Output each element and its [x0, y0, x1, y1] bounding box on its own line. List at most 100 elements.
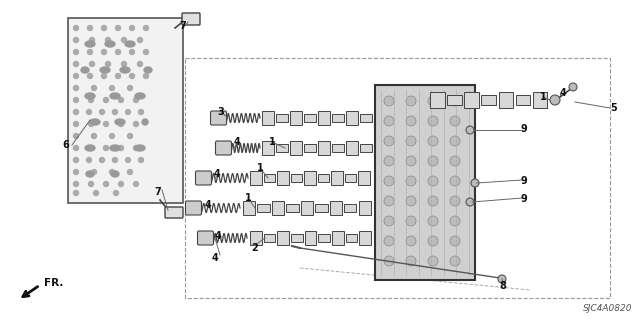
- FancyBboxPatch shape: [216, 141, 232, 155]
- Bar: [276, 144, 288, 152]
- Bar: [330, 201, 342, 215]
- Circle shape: [134, 145, 138, 151]
- Circle shape: [125, 109, 131, 115]
- Text: FR.: FR.: [44, 278, 63, 288]
- Circle shape: [428, 176, 438, 186]
- Circle shape: [406, 96, 416, 106]
- Bar: [318, 111, 330, 125]
- Circle shape: [74, 98, 79, 102]
- Text: 4: 4: [559, 88, 566, 98]
- Bar: [250, 171, 262, 185]
- Circle shape: [450, 256, 460, 266]
- Text: 2: 2: [252, 243, 259, 253]
- Circle shape: [74, 62, 79, 66]
- Ellipse shape: [86, 171, 94, 177]
- Bar: [447, 95, 461, 105]
- Circle shape: [384, 156, 394, 166]
- Ellipse shape: [135, 93, 145, 99]
- Circle shape: [406, 176, 416, 186]
- Bar: [318, 174, 330, 182]
- Circle shape: [109, 133, 115, 138]
- Circle shape: [86, 158, 92, 162]
- Bar: [291, 234, 303, 242]
- Text: 6: 6: [63, 140, 69, 150]
- Text: 1: 1: [269, 137, 275, 147]
- Circle shape: [134, 122, 138, 127]
- Circle shape: [428, 196, 438, 206]
- Circle shape: [104, 122, 109, 127]
- Circle shape: [406, 216, 416, 226]
- Bar: [290, 141, 302, 155]
- Ellipse shape: [135, 145, 145, 151]
- Text: 5: 5: [611, 103, 618, 113]
- Circle shape: [406, 236, 416, 246]
- Circle shape: [127, 169, 132, 174]
- Circle shape: [93, 190, 99, 196]
- FancyBboxPatch shape: [195, 171, 211, 185]
- Circle shape: [428, 96, 438, 106]
- FancyBboxPatch shape: [182, 13, 200, 25]
- Circle shape: [106, 38, 111, 42]
- Bar: [360, 144, 372, 152]
- Circle shape: [138, 158, 143, 162]
- Ellipse shape: [90, 119, 100, 125]
- Circle shape: [92, 169, 97, 174]
- Ellipse shape: [144, 67, 152, 73]
- Bar: [305, 231, 316, 245]
- Circle shape: [134, 98, 138, 102]
- Bar: [277, 171, 289, 185]
- Circle shape: [428, 236, 438, 246]
- Circle shape: [102, 26, 106, 31]
- Ellipse shape: [85, 93, 95, 99]
- Circle shape: [74, 145, 79, 151]
- Circle shape: [118, 145, 124, 151]
- Circle shape: [428, 216, 438, 226]
- Circle shape: [74, 122, 79, 127]
- Circle shape: [88, 98, 93, 102]
- Circle shape: [428, 116, 438, 126]
- Circle shape: [106, 62, 111, 66]
- Bar: [68, 18, 183, 203]
- Bar: [533, 92, 547, 108]
- Bar: [243, 201, 255, 215]
- Circle shape: [134, 182, 138, 187]
- Circle shape: [406, 116, 416, 126]
- Circle shape: [74, 73, 79, 78]
- Bar: [257, 204, 269, 212]
- Circle shape: [384, 116, 394, 126]
- Circle shape: [122, 38, 127, 42]
- Circle shape: [88, 182, 93, 187]
- Circle shape: [118, 98, 124, 102]
- Circle shape: [406, 256, 416, 266]
- Circle shape: [115, 49, 120, 55]
- Ellipse shape: [115, 119, 125, 125]
- Circle shape: [90, 38, 95, 42]
- Circle shape: [88, 145, 93, 151]
- Circle shape: [138, 109, 143, 115]
- Circle shape: [88, 122, 93, 127]
- Circle shape: [102, 73, 106, 78]
- Bar: [318, 234, 330, 242]
- Circle shape: [113, 190, 118, 196]
- Circle shape: [74, 85, 79, 91]
- Bar: [358, 201, 371, 215]
- Ellipse shape: [110, 93, 120, 99]
- Circle shape: [384, 216, 394, 226]
- Text: 4: 4: [214, 169, 220, 179]
- Circle shape: [406, 156, 416, 166]
- Bar: [304, 144, 316, 152]
- Circle shape: [88, 73, 93, 78]
- Circle shape: [143, 49, 148, 55]
- Bar: [344, 204, 356, 212]
- Text: 4: 4: [214, 231, 221, 241]
- Bar: [346, 111, 358, 125]
- Circle shape: [143, 73, 148, 78]
- Circle shape: [384, 96, 394, 106]
- Circle shape: [109, 85, 115, 91]
- Text: 7: 7: [180, 21, 186, 31]
- Bar: [318, 141, 330, 155]
- Text: 3: 3: [218, 107, 225, 117]
- Bar: [481, 95, 496, 105]
- Circle shape: [99, 109, 104, 115]
- Circle shape: [450, 216, 460, 226]
